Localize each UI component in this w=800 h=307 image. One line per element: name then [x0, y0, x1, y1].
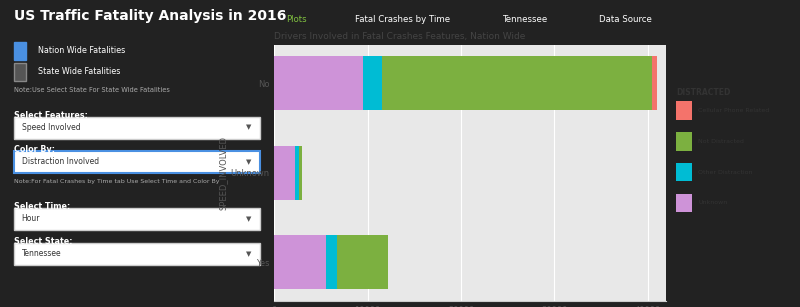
Bar — [676, 132, 693, 151]
Text: Speed Involved: Speed Involved — [22, 123, 80, 132]
Bar — [295, 146, 298, 200]
Bar — [652, 56, 657, 110]
Text: Tennessee: Tennessee — [503, 15, 549, 24]
Bar — [363, 56, 382, 110]
Text: ▼: ▼ — [246, 216, 251, 222]
Text: Select State:: Select State: — [14, 237, 72, 246]
Text: Cellular Phone Related: Cellular Phone Related — [698, 108, 770, 113]
Text: Not Distracted: Not Distracted — [698, 139, 744, 144]
FancyBboxPatch shape — [14, 243, 259, 265]
Text: Hour: Hour — [22, 214, 40, 223]
Y-axis label: SPEED_INVOLVED: SPEED_INVOLVED — [218, 136, 228, 210]
Text: Distraction Involved: Distraction Involved — [22, 157, 98, 166]
Text: ▼: ▼ — [246, 251, 251, 257]
Bar — [676, 194, 693, 212]
Bar — [14, 42, 26, 60]
FancyBboxPatch shape — [14, 151, 259, 173]
Text: Other Distraction: Other Distraction — [698, 170, 753, 175]
Text: Plots: Plots — [286, 15, 307, 24]
Text: US Traffic Fatality Analysis in 2016: US Traffic Fatality Analysis in 2016 — [14, 9, 286, 23]
Text: Drivers Involved in Fatal Crashes Features, Nation Wide: Drivers Involved in Fatal Crashes Featur… — [274, 32, 526, 41]
Text: Tennessee: Tennessee — [22, 249, 62, 258]
Text: Data Source: Data Source — [598, 15, 652, 24]
Bar — [382, 56, 652, 110]
Text: ▼: ▼ — [246, 159, 251, 165]
Bar — [337, 235, 388, 289]
Bar — [676, 163, 693, 181]
Text: Select Features:: Select Features: — [14, 111, 87, 119]
Bar — [326, 235, 337, 289]
Bar — [274, 56, 363, 110]
Bar — [274, 235, 326, 289]
FancyBboxPatch shape — [14, 208, 259, 230]
Text: DISTRACTED: DISTRACTED — [676, 87, 730, 97]
Text: Select Time:: Select Time: — [14, 202, 70, 211]
Text: Fatal Crashes by Time: Fatal Crashes by Time — [355, 15, 450, 24]
FancyBboxPatch shape — [14, 117, 259, 139]
Text: ▼: ▼ — [246, 124, 251, 130]
Text: Note:For Fatal Crashes by Time tab Use Select Time and Color By: Note:For Fatal Crashes by Time tab Use S… — [14, 179, 219, 184]
Bar — [298, 146, 302, 200]
Bar — [14, 63, 26, 81]
Text: Note:Use Select State For State Wide Fatalities: Note:Use Select State For State Wide Fat… — [14, 87, 170, 94]
Text: State Wide Fatalities: State Wide Fatalities — [38, 67, 120, 76]
Text: Nation Wide Fatalities: Nation Wide Fatalities — [38, 46, 125, 56]
Bar — [676, 101, 693, 120]
Text: Color By:: Color By: — [14, 145, 54, 154]
Bar — [274, 146, 295, 200]
Text: Unknown: Unknown — [698, 200, 727, 205]
